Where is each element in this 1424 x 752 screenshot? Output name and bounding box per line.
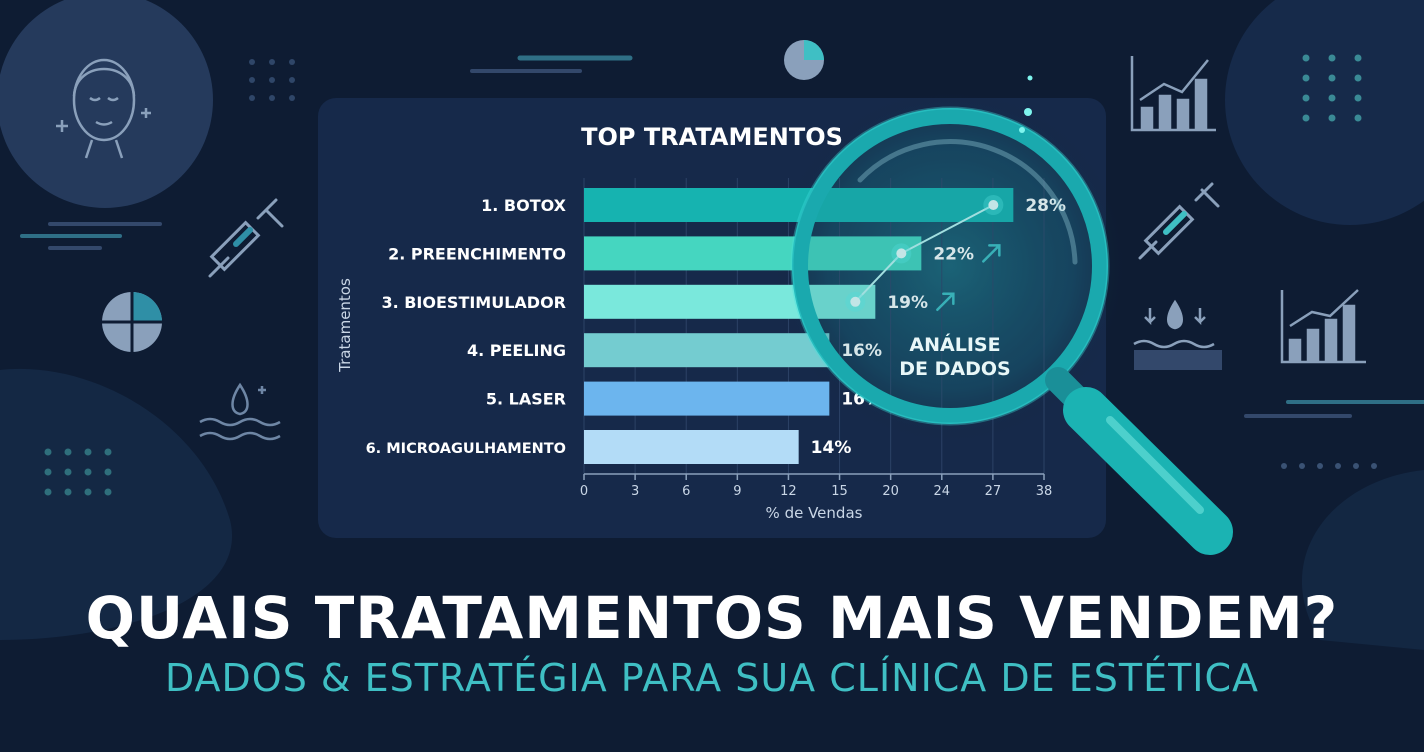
value-label: 22%: [933, 244, 974, 264]
trend-point: [988, 200, 999, 210]
headline: QUAIS TRATAMENTOS MAIS VENDEM?: [85, 584, 1339, 652]
dot-grid-bottom-left: [44, 448, 112, 496]
subheadline: DADOS & ESTRATÉGIA PARA SUA CLÍNICA DE E…: [164, 656, 1260, 700]
dot-grid-top-left: [249, 59, 295, 101]
lens-label-line1: ANÁLISE: [909, 334, 1001, 356]
x-tick-label: 27: [985, 484, 1002, 499]
bar-chart-icon-right: [1280, 289, 1366, 364]
bar: [584, 236, 922, 271]
category-label: 5. LASER: [486, 390, 566, 409]
pie-chart-icon-left: [102, 292, 162, 352]
trend-point: [896, 248, 907, 259]
trend-arrow-icon: [936, 292, 955, 312]
bar: [584, 188, 1014, 222]
skin-layers-icon: [1133, 299, 1222, 370]
lens-glow: [772, 88, 1128, 444]
bar: [584, 381, 830, 416]
bars: [584, 188, 1014, 464]
lens-label-line2: DE DADOS: [899, 358, 1011, 380]
value-labels: 28%22%19%16%16%14%: [811, 196, 1066, 458]
x-tick-label: 6: [682, 484, 690, 499]
trend-point: [850, 296, 861, 307]
x-tick-label: 12: [780, 484, 797, 499]
value-label: 19%: [887, 293, 928, 313]
bg-wave-right: [1301, 470, 1424, 650]
x-tick-label: 20: [882, 484, 899, 499]
category-label: 1. BOTOX: [481, 196, 567, 215]
x-axis-ticks: 0 3 6 9 12 15 20 24 27 38: [580, 474, 1052, 499]
dot-grid-top-right: [1302, 54, 1362, 122]
x-tick-label: 9: [733, 484, 741, 499]
value-label: 16%: [841, 341, 882, 361]
bg-wave-left: [0, 368, 233, 640]
trend-arrow-icon: [982, 244, 1001, 263]
bar: [584, 430, 799, 464]
category-label: 3. BIOESTIMULADOR: [381, 293, 566, 312]
value-label: 28%: [1025, 196, 1066, 216]
category-label: 2. PREENCHIMENTO: [388, 244, 566, 263]
dot-row-right: [1281, 463, 1377, 469]
deco-lines: [20, 55, 1424, 418]
x-axis-label: % de Vendas: [766, 504, 863, 522]
grid-lines: [583, 178, 1045, 474]
y-axis-label: Tratamentos: [336, 278, 354, 373]
x-tick-label: 0: [580, 484, 588, 499]
category-label: 4. PEELING: [467, 341, 566, 360]
category-label: 6. MICROAGULHAMENTO: [366, 441, 566, 457]
trend-line: [845, 195, 1004, 312]
syringe-icon-left: [208, 198, 284, 278]
chart-title: TOP TRATAMENTOS: [581, 123, 843, 151]
magnifier-icon: [790, 75, 1233, 555]
x-tick-label: 38: [1036, 484, 1053, 499]
face-icon: [56, 58, 151, 159]
x-tick-label: 15: [831, 484, 848, 499]
bg-circle-top-left: [0, 0, 213, 208]
bg-circle-top-right: [1225, 0, 1424, 225]
water-drop-icon-left: [199, 382, 281, 441]
bar: [584, 284, 876, 319]
bar: [584, 333, 830, 368]
x-tick-label: 24: [934, 484, 951, 499]
value-label: 14%: [811, 438, 852, 458]
syringe-icon-right: [1138, 182, 1220, 260]
trend-arrow-icons: [936, 244, 1001, 312]
bar-chart-icon-top-right: [1130, 56, 1216, 132]
pie-chart-icon-top: [784, 40, 824, 80]
category-labels: 1. BOTOX 2. PREENCHIMENTO 3. BIOESTIMULADO…: [366, 196, 567, 457]
x-tick-label: 3: [631, 484, 639, 499]
